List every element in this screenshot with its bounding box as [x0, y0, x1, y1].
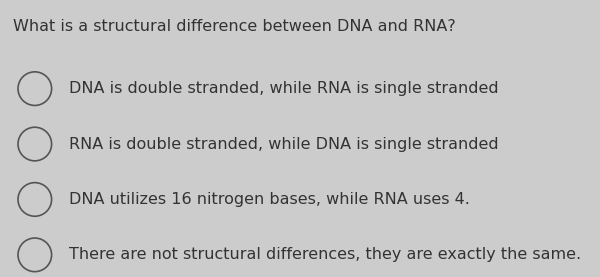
Text: DNA utilizes 16 nitrogen bases, while RNA uses 4.: DNA utilizes 16 nitrogen bases, while RN… [69, 192, 470, 207]
Text: RNA is double stranded, while DNA is single stranded: RNA is double stranded, while DNA is sin… [69, 137, 499, 152]
Text: What is a structural difference between DNA and RNA?: What is a structural difference between … [13, 19, 456, 34]
Text: DNA is double stranded, while RNA is single stranded: DNA is double stranded, while RNA is sin… [69, 81, 499, 96]
Text: There are not structural differences, they are exactly the same.: There are not structural differences, th… [69, 247, 581, 262]
